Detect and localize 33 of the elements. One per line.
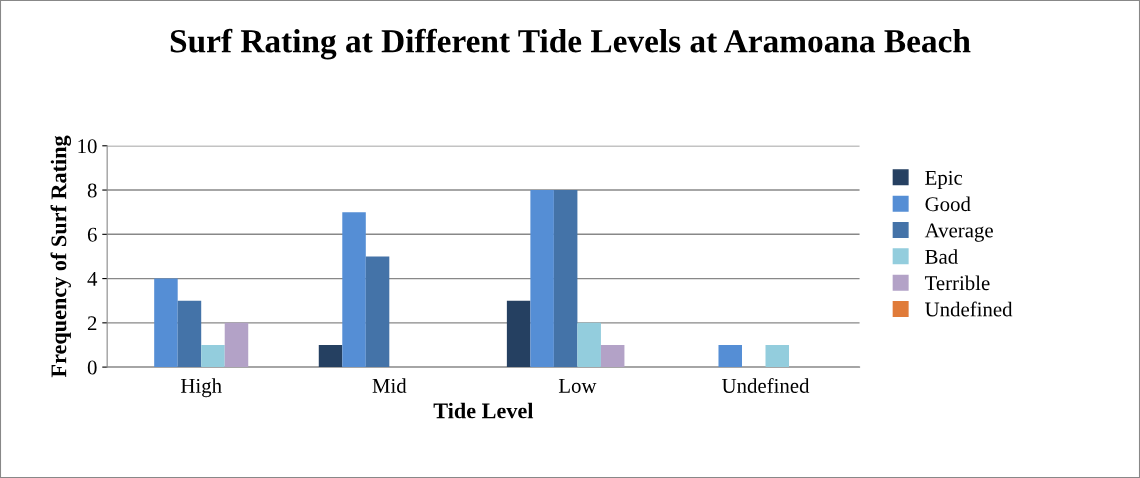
y-tick-label: 0 xyxy=(87,360,97,375)
x-tick-label: High xyxy=(180,378,222,398)
bar xyxy=(365,256,390,368)
bar xyxy=(154,278,178,368)
bar xyxy=(177,300,202,368)
x-axis-title: Tide Level xyxy=(433,402,534,419)
bar xyxy=(201,344,225,368)
y-axis-title: Frequency of Surf Rating xyxy=(50,135,72,378)
y-tick-label: 4 xyxy=(87,272,98,286)
bar xyxy=(318,344,343,368)
bar xyxy=(553,190,578,368)
bar xyxy=(765,344,790,368)
legend-label: Terrible xyxy=(924,275,990,291)
bar xyxy=(506,300,531,368)
y-tick-label: 8 xyxy=(87,183,97,198)
x-tick-label: Undefined xyxy=(721,378,810,393)
legend-label: Average xyxy=(924,223,993,242)
bar xyxy=(530,190,554,368)
y-tick-label: 10 xyxy=(78,139,97,154)
bar xyxy=(224,322,249,368)
bar xyxy=(342,212,366,368)
bar xyxy=(577,322,601,368)
chart-title: Surf Rating at Different Tide Levels at Aramoana Beach xyxy=(170,28,971,60)
legend-label: Good xyxy=(925,196,971,212)
legend-label: Bad xyxy=(925,249,958,264)
x-tick-label: Mid xyxy=(372,378,407,393)
bar xyxy=(600,344,625,368)
legend-label: Undefined xyxy=(925,301,1013,317)
y-tick-label: 6 xyxy=(87,227,97,242)
x-tick-label: Low xyxy=(558,379,597,393)
y-tick-label: 2 xyxy=(87,316,97,331)
bar xyxy=(718,344,742,368)
legend-label: Epic xyxy=(925,170,963,190)
